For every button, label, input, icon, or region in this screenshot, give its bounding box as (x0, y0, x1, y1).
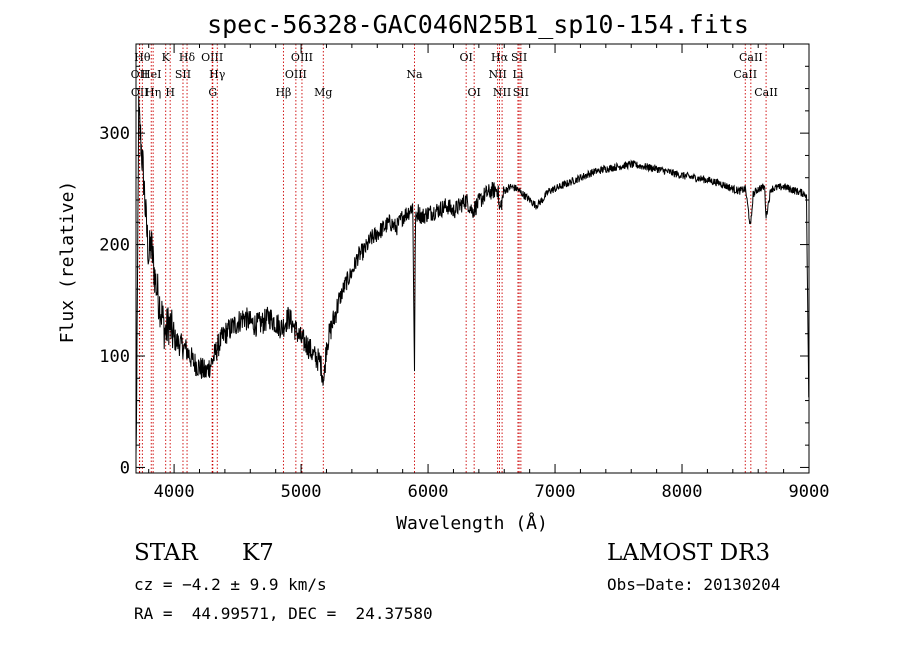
axes: 4000 5000 6000 7000 8000 9000 0 100 200 300 (99, 44, 829, 502)
line-label-5: K (162, 51, 171, 64)
x-tick-label-2: 6000 (408, 482, 449, 502)
line-label-3: HeI (141, 68, 161, 81)
survey-name: LAMOST DR3 (607, 540, 771, 566)
line-label-2: Hθ (134, 51, 151, 64)
line-label-20: Hα (491, 51, 509, 64)
y-tick-label-1: 100 (99, 347, 130, 367)
plot-frame (135, 43, 810, 474)
spectrum-series (135, 95, 810, 455)
redshift-velocity: cz = −4.2 ± 9.9 km/s (134, 575, 327, 594)
spectrum-line-0 (135, 95, 810, 455)
line-label-8: Hδ (179, 51, 196, 64)
line-label-27: CaII (754, 86, 778, 99)
line-label-16: Na (406, 68, 423, 81)
line-label-21: NII (493, 86, 511, 99)
y-tick-label-0: 0 (120, 458, 130, 478)
line-label-17: OI (459, 51, 472, 64)
coordinates: RA = 44.99571, DEC = 24.37580 (134, 604, 433, 623)
x-tick-label-0: 4000 (154, 482, 195, 502)
line-label-0: OII (131, 68, 149, 81)
line-label-18: OI (467, 86, 480, 99)
line-label-1: OII (131, 86, 149, 99)
line-label-9: OIII (201, 51, 223, 64)
line-label-6: H (165, 86, 175, 99)
line-label-4: Hη (145, 86, 161, 99)
line-label-25: CaII (733, 68, 757, 81)
y-tick-label-2: 200 (99, 236, 130, 256)
observation-date: Obs−Date: 20130204 (607, 575, 781, 594)
line-label-13: OIII (285, 68, 307, 81)
line-label-11: G (208, 86, 217, 99)
line-label-12: Hβ (275, 86, 291, 99)
x-tick-label-1: 5000 (281, 482, 322, 502)
line-label-14: OIII (291, 51, 313, 64)
chart-title: spec-56328-GAC046N25B1_sp10-154.fits (207, 10, 749, 39)
line-label-7: SII (175, 68, 191, 81)
object-class: STAR (134, 540, 198, 566)
y-axis-label: Flux (relative) (57, 181, 78, 344)
y-tick-label-3: 300 (99, 124, 130, 144)
line-label-23: Li (513, 68, 524, 81)
line-label-22: SII (511, 51, 527, 64)
line-label-26: CaII (739, 51, 763, 64)
x-tick-label-4: 8000 (662, 482, 703, 502)
line-label-10: Hγ (209, 68, 226, 81)
object-subclass: K7 (242, 540, 274, 566)
line-label-24: SII (513, 86, 529, 99)
x-tick-label-3: 7000 (535, 482, 576, 502)
x-tick-label-5: 9000 (789, 482, 830, 502)
line-label-15: Mg (314, 86, 332, 99)
x-axis-label: Wavelength (Å) (396, 512, 548, 534)
line-label-19: NII (488, 68, 506, 81)
